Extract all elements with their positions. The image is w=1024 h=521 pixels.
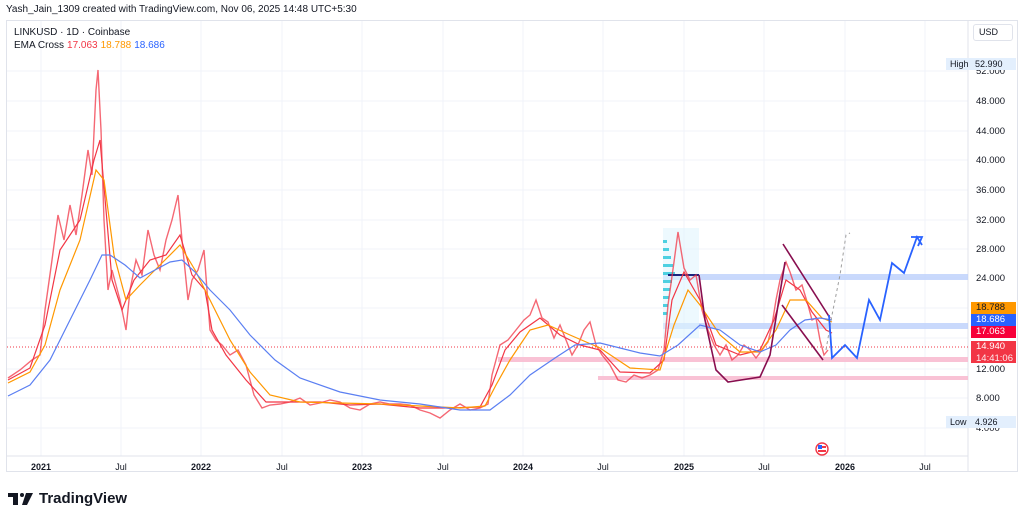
low-value: 4.926 xyxy=(971,416,1016,428)
y-tick: 12.000 xyxy=(976,364,1006,375)
symbol-line[interactable]: LINKUSD · 1D · Coinbase xyxy=(14,27,131,38)
wedge-lower-line xyxy=(781,304,824,361)
support-zone-lower xyxy=(598,376,968,380)
ema-slow-tag: 18.686 xyxy=(971,314,1016,326)
indicator-name: EMA Cross xyxy=(14,40,65,51)
projection-path xyxy=(828,234,923,361)
ema-mid-value: 18.788 xyxy=(100,40,132,51)
y-tick: 52.000 xyxy=(976,66,1006,77)
ema-fast-tag: 17.063 xyxy=(971,326,1016,338)
x-tick: Jul xyxy=(758,462,770,472)
x-tick: 2024 xyxy=(512,462,534,472)
y-tick: 32.000 xyxy=(976,215,1006,226)
ema-slow-value: 18.686 xyxy=(134,40,165,51)
last-price-value: 14.940 xyxy=(976,341,1006,352)
indicator-line[interactable]: EMA Cross 17.063 18.788 18.686 xyxy=(14,39,165,52)
bar-countdown: 14:41:06 xyxy=(976,353,1013,364)
wedge-upper-line xyxy=(782,243,831,319)
x-tick: Jul xyxy=(115,462,127,472)
resistance-zone-upper xyxy=(663,274,968,280)
price-series xyxy=(7,69,829,419)
ema-fast-value: 17.063 xyxy=(67,40,98,51)
x-tick: 2023 xyxy=(351,462,373,472)
grid-lines xyxy=(7,21,968,456)
x-tick: 2022 xyxy=(190,462,212,472)
ema-mid-line xyxy=(7,168,833,409)
y-tick: 28.000 xyxy=(976,244,1006,255)
tradingview-logo-icon xyxy=(8,492,33,505)
x-tick: 2025 xyxy=(673,462,695,472)
x-tick: Jul xyxy=(276,462,288,472)
ema-mid-tag: 18.788 xyxy=(971,302,1016,314)
volume-profile-bars xyxy=(663,240,675,315)
ema-fast-line xyxy=(7,139,833,409)
projection-arrowhead xyxy=(911,236,924,247)
x-tick: Jul xyxy=(437,462,449,472)
high-label: High xyxy=(946,58,973,70)
y-tick: 8.000 xyxy=(976,393,1000,404)
y-tick: 24.000 xyxy=(976,273,1006,284)
tradingview-brand[interactable]: TradingView xyxy=(8,490,127,507)
y-tick: 44.000 xyxy=(976,126,1006,137)
resistance-zone-lower xyxy=(663,323,968,329)
y-tick: 36.000 xyxy=(976,185,1006,196)
y-tick: 4.000 xyxy=(976,423,1000,434)
y-tick: 48.000 xyxy=(976,96,1006,107)
chart-legend: LINKUSD · 1D · Coinbase EMA Cross 17.063 1… xyxy=(14,26,165,52)
y-tick: 40.000 xyxy=(976,155,1006,166)
brand-name: TradingView xyxy=(39,490,128,507)
x-tick: 2021 xyxy=(30,462,52,472)
x-tick: Jul xyxy=(919,462,931,472)
chart-area[interactable] xyxy=(6,20,1018,472)
x-tick: 2026 xyxy=(834,462,856,472)
x-tick: Jul xyxy=(597,462,609,472)
currency-button[interactable]: USD xyxy=(973,24,1013,41)
high-value: 52.990 xyxy=(971,58,1016,70)
ema-slow-line xyxy=(7,254,833,411)
low-label: Low xyxy=(946,416,971,428)
chart-credit: Yash_Jain_1309 created with TradingView.… xyxy=(6,4,357,15)
cup-pattern-line xyxy=(698,261,786,383)
last-price-tag: 14.940 14:41:06 xyxy=(971,341,1016,364)
